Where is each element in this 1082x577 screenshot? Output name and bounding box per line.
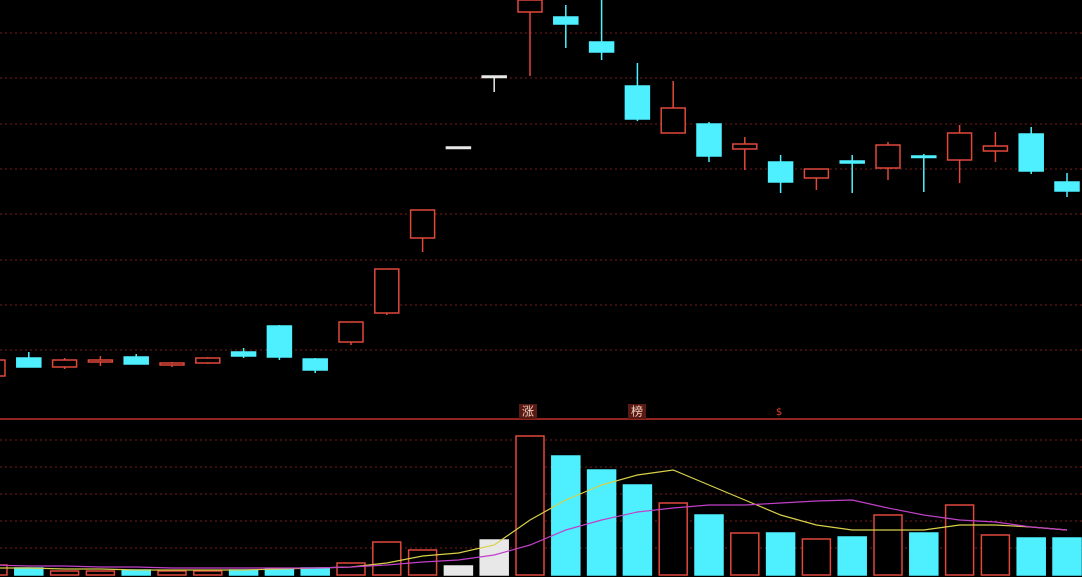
candle-body <box>16 357 42 368</box>
candle-body <box>51 359 78 368</box>
candle-body <box>409 209 436 239</box>
candle-body <box>767 161 794 183</box>
volume-bar <box>264 568 295 576</box>
volume-bar <box>0 564 8 576</box>
candle-body <box>803 168 830 179</box>
candle-body <box>1018 133 1044 172</box>
volume-bar <box>228 569 259 576</box>
candle-body <box>0 359 6 377</box>
annotation-box <box>628 404 646 419</box>
ma-line <box>0 499 1068 569</box>
candle-body <box>982 145 1009 152</box>
candle-body <box>445 146 472 150</box>
volume-bar <box>551 455 581 576</box>
ma-line <box>0 469 1068 571</box>
volume-bar <box>49 570 80 576</box>
volume-bar <box>193 570 223 576</box>
candle-body <box>553 16 579 25</box>
candle-body <box>87 359 114 363</box>
candle-body <box>517 0 543 13</box>
volume-bar <box>300 567 330 576</box>
candle-body <box>230 351 257 357</box>
volume-bar <box>121 569 151 576</box>
candle-body <box>481 75 507 79</box>
candle-body <box>911 155 937 159</box>
candle-body <box>624 85 651 120</box>
volume-bar <box>1016 537 1046 576</box>
candle-body <box>374 268 400 314</box>
volume-bar <box>336 562 366 576</box>
volume-bar <box>85 570 116 576</box>
volume-bar <box>157 570 187 576</box>
volume-bar <box>1052 537 1082 576</box>
candle-body <box>660 107 686 134</box>
candle-body <box>195 357 221 364</box>
annotation-box <box>519 404 537 419</box>
candle-body <box>1054 181 1080 192</box>
candle-body <box>123 356 149 365</box>
candle-body <box>159 362 185 366</box>
volume-bar <box>730 532 760 576</box>
volume-bar <box>622 484 653 576</box>
candle-body <box>696 123 722 157</box>
volume-bar <box>14 567 44 576</box>
volume-bar <box>658 502 688 576</box>
candle-body <box>338 321 364 343</box>
volume-bar <box>372 541 402 576</box>
annotation: $ <box>776 407 782 418</box>
volume-bar <box>980 534 1011 576</box>
candle-body <box>946 132 973 161</box>
volume-bar <box>801 538 832 576</box>
volume-bar <box>443 565 474 576</box>
volume-bar <box>694 514 724 576</box>
volume-bar <box>944 504 975 576</box>
candle-body <box>732 143 758 150</box>
candle-body <box>875 144 901 169</box>
volume-bar <box>765 532 796 576</box>
candle-body <box>588 41 615 53</box>
volume-bar <box>837 536 867 576</box>
candle-body <box>266 325 293 358</box>
candle-body <box>302 358 328 371</box>
annotation: 涨 <box>522 404 534 419</box>
volume-bar <box>515 435 545 576</box>
candle-body <box>839 160 865 164</box>
volume-bar <box>873 514 903 576</box>
volume-bar <box>909 532 939 576</box>
annotation: 榜 <box>631 404 643 419</box>
